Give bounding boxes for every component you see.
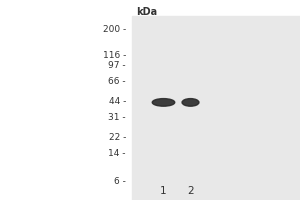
- Text: 31 -: 31 -: [108, 112, 126, 121]
- Ellipse shape: [182, 99, 199, 106]
- Text: 116 -: 116 -: [103, 50, 126, 60]
- Text: 22 -: 22 -: [109, 132, 126, 142]
- Text: 14 -: 14 -: [109, 148, 126, 158]
- Text: 2: 2: [187, 186, 194, 196]
- Text: 44 -: 44 -: [109, 97, 126, 106]
- Text: 1: 1: [160, 186, 167, 196]
- Text: 200 -: 200 -: [103, 24, 126, 33]
- Text: 66 -: 66 -: [108, 76, 126, 86]
- Text: 6 -: 6 -: [114, 176, 126, 186]
- Bar: [132, 16, 300, 200]
- Text: 97 -: 97 -: [108, 60, 126, 70]
- Ellipse shape: [152, 99, 175, 106]
- Text: kDa: kDa: [136, 7, 158, 17]
